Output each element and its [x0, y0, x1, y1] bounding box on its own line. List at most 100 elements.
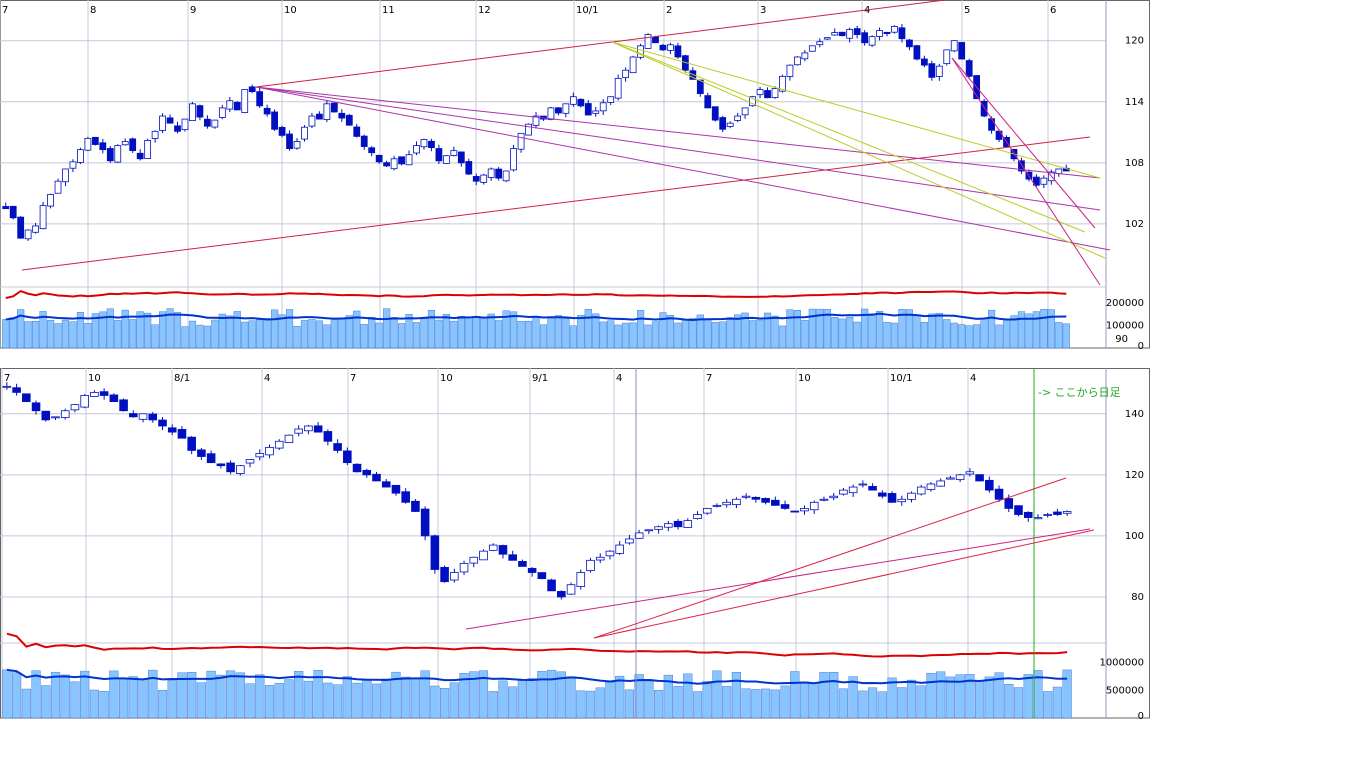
x-tick-label: 10: [88, 373, 101, 384]
candle-up: [1033, 517, 1043, 520]
trendline-channel-weekly: [593, 477, 1067, 639]
volume-bar: [809, 682, 819, 719]
candle-up: [654, 526, 663, 530]
volume-bar: [12, 672, 22, 719]
volume-bar: [226, 315, 234, 349]
volume-bar: [936, 671, 946, 719]
volume-bar: [498, 680, 508, 719]
candle-down: [174, 125, 181, 132]
x-tick-label: 7: [350, 373, 356, 384]
candle-up: [756, 89, 764, 96]
candle-down: [719, 117, 727, 130]
candle-up: [569, 96, 577, 105]
candle-down: [256, 91, 264, 107]
candle-up: [629, 56, 637, 74]
volume-bar: [926, 672, 936, 719]
candle-up: [77, 149, 84, 163]
candle-up: [605, 550, 615, 557]
volume-bar: [401, 676, 411, 719]
volume-bar: [31, 670, 41, 719]
candle-up: [121, 141, 129, 146]
candle-down: [861, 32, 869, 44]
candle-up: [245, 459, 255, 464]
candle-up: [1043, 514, 1052, 516]
volume-ma-line-long: [5, 289, 1067, 299]
chart-frame: [0, 0, 1150, 349]
volume-bar: [469, 671, 479, 719]
volume-bar: [861, 308, 869, 349]
volume-bar: [659, 312, 667, 349]
fan-line-yellow: [611, 41, 1086, 233]
volume-bar: [838, 688, 848, 719]
volume-bar: [829, 672, 839, 719]
volume-bar: [629, 322, 637, 349]
candle-down: [878, 492, 887, 497]
volume-bar: [284, 679, 294, 719]
volume-bar: [345, 315, 353, 349]
volume-bar: [719, 321, 727, 349]
volume-bar: [442, 314, 450, 349]
volume-bar: [148, 669, 158, 719]
candle-down: [761, 498, 770, 503]
candle-up: [693, 514, 702, 519]
candle-down: [518, 561, 527, 567]
volume-bar: [816, 308, 824, 349]
candle-down: [995, 130, 1003, 140]
volume-bar: [333, 684, 343, 719]
x-tick-label: 10/1: [890, 373, 912, 384]
candle-up: [779, 75, 786, 92]
candle-down: [711, 106, 719, 121]
candle-up: [284, 434, 294, 444]
volume-bar: [342, 676, 352, 719]
volume-bar: [1010, 315, 1018, 349]
volume-bar: [1055, 322, 1063, 349]
candle-up: [935, 65, 943, 77]
volume-bar: [420, 670, 430, 719]
candle-up: [488, 544, 498, 551]
volume-bar: [945, 676, 955, 719]
x-tick-label: 10/1: [576, 5, 598, 16]
volume-bar: [666, 315, 674, 349]
candle-down: [41, 410, 51, 421]
candle-up: [294, 428, 303, 434]
volume-bar: [532, 316, 540, 349]
volume-bar: [300, 320, 309, 349]
candle-down: [372, 473, 381, 482]
candle-down: [343, 450, 352, 464]
x-tick-label: 9/1: [532, 373, 548, 384]
candle-down: [457, 151, 465, 164]
volume-bar: [371, 683, 382, 719]
candle-down: [537, 572, 547, 580]
candle-down: [136, 152, 144, 160]
candle-up: [60, 410, 70, 418]
candle-down: [920, 58, 928, 66]
candle-down: [771, 499, 780, 506]
price-tick-label: 80: [1131, 592, 1144, 603]
volume-bar: [235, 672, 245, 719]
x-tick-label: 10: [798, 373, 811, 384]
volume-bar: [449, 682, 459, 719]
volume-bar: [943, 319, 951, 349]
candle-down: [323, 431, 333, 442]
candle-down: [1053, 511, 1062, 515]
candle-up: [943, 49, 951, 65]
volume-bar: [819, 672, 829, 719]
volume-bar: [144, 312, 152, 349]
x-tick-label: 12: [478, 5, 491, 16]
volume-bar: [868, 313, 876, 349]
volume-bar: [187, 672, 197, 719]
volume-bar: [916, 685, 926, 719]
candle-down: [99, 142, 107, 151]
candle-down: [333, 443, 342, 451]
candle-down: [330, 102, 338, 113]
trendline-down: [951, 57, 1101, 286]
volume-bar: [263, 318, 271, 349]
volume-bar: [109, 670, 119, 719]
weekly-candlestick-chart: 7 10 8/1 4 7 10 9/1 4 7 10 10/1 4 140 120 100 80 1000000…: [0, 368, 1150, 722]
candle-up: [683, 520, 693, 528]
volume-bar: [308, 319, 316, 349]
volume-bar: [167, 680, 177, 719]
candle-down: [898, 27, 906, 40]
volume-bar: [756, 319, 764, 349]
volume-bar: [793, 310, 801, 349]
